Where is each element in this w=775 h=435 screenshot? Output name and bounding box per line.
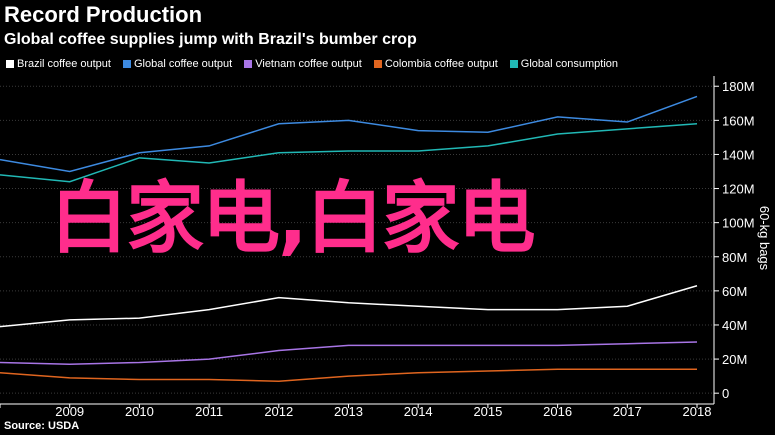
legend-item: Global consumption — [509, 58, 619, 70]
y-tick-label: 100M — [722, 216, 755, 231]
legend-swatch — [373, 60, 382, 68]
legend-item: Colombia coffee output — [373, 58, 498, 70]
legend-swatch — [122, 60, 131, 68]
overlay-watermark-text: 白家电,白家电 — [50, 174, 536, 264]
legend-item: Vietnam coffee output — [244, 58, 362, 70]
x-tick-label: 2015 — [473, 404, 502, 419]
x-tick-label: 2009 — [55, 404, 84, 419]
source-note: Source: USDA — [4, 420, 80, 432]
x-tick-label: 2017 — [613, 404, 642, 419]
series-line-global-consumption — [0, 122, 698, 183]
y-tick-label: 40M — [722, 318, 747, 333]
x-tick-label: 2016 — [543, 404, 572, 419]
legend-label: Global coffee output — [133, 58, 233, 70]
legend: Brazil coffee output Global coffee output… — [6, 58, 618, 70]
y-tick-label: 80M — [722, 250, 747, 265]
series-line-global-coffee-output — [0, 95, 698, 173]
legend-label: Colombia coffee output — [384, 58, 498, 70]
legend-label: Global consumption — [520, 58, 619, 70]
chart-title: Record Production — [4, 2, 203, 27]
x-tick-label: 2018 — [683, 404, 712, 419]
legend-item: Brazil coffee output — [6, 58, 111, 70]
legend-swatch — [244, 60, 253, 68]
legend-swatch — [6, 60, 14, 68]
y-tick-label: 20M — [722, 352, 747, 367]
legend-swatch — [509, 60, 518, 68]
y-tick-label: 140M — [722, 147, 755, 162]
legend-label: Vietnam coffee output — [255, 58, 362, 70]
y-tick-label: 120M — [722, 182, 755, 197]
series-line-vietnam-coffee-output — [0, 341, 698, 365]
y-tick-label: 60M — [722, 284, 747, 299]
x-tick-label: 2012 — [264, 404, 293, 419]
x-tick-label: 2013 — [334, 404, 363, 419]
legend-label: Brazil coffee output — [17, 58, 111, 70]
legend-item: Global coffee output — [122, 58, 233, 70]
series-line-colombia-coffee-output — [0, 368, 697, 382]
series-line-brazil-coffee-output — [0, 285, 698, 328]
x-tick-label: 2010 — [125, 404, 154, 419]
y-tick-label: 0 — [722, 386, 729, 401]
x-tick-label: 2014 — [404, 404, 433, 419]
y-tick-label: 160M — [722, 113, 755, 128]
y-tick-label: 180M — [722, 79, 755, 94]
y-axis-title: 60-kg bags — [757, 206, 772, 271]
chart-subtitle: Global coffee supplies jump with Brazil'… — [4, 31, 417, 48]
x-tick-label: 2011 — [195, 404, 223, 419]
